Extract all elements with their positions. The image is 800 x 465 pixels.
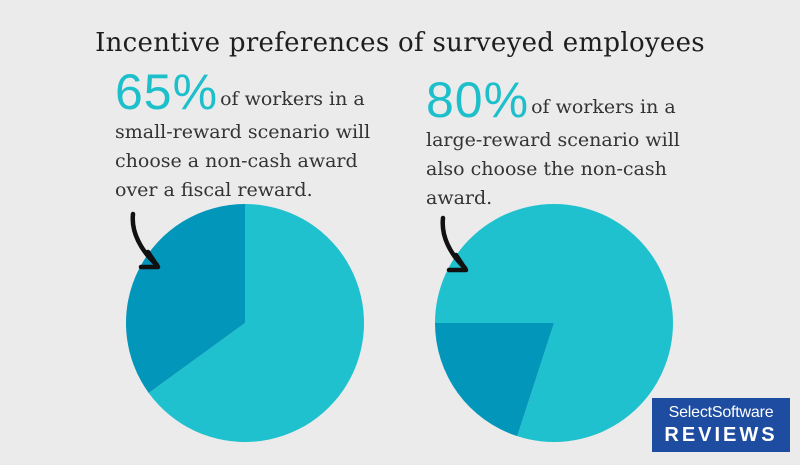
left-stat-line-3: choose a non-cash award [115, 150, 358, 172]
pie-chart-right [435, 203, 673, 442]
left-stat-line-1: of workers in a [220, 88, 365, 110]
left-stat-line-4: over a fiscal reward. [115, 179, 313, 201]
right-stat-line-1: of workers in a [531, 96, 676, 118]
right-stat-line-2: large-reward scenario will [426, 129, 680, 151]
arrowhead-left-icon [138, 249, 161, 270]
pie-chart-left [126, 204, 365, 443]
logo-line-2: REVIEWS [664, 424, 778, 446]
arrowhead-right-icon [446, 252, 469, 273]
left-stat-percent: 65% [115, 64, 219, 120]
page-title: Incentive preferences of surveyed employ… [95, 28, 705, 58]
right-stat-line-3: also choose the non-cash [426, 158, 667, 180]
right-stat-line-4: award. [426, 187, 493, 209]
left-stat: 65% of workers in a small-reward scenari… [115, 66, 415, 205]
pie-slice-0-0 [148, 204, 365, 443]
right-stat-percent: 80% [426, 72, 530, 128]
brand-logo: SelectSoftware REVIEWS [652, 398, 790, 452]
pie-slice-1-1 [435, 323, 554, 437]
left-stat-line-2: small-reward scenario will [115, 121, 371, 143]
logo-line-1: SelectSoftware [668, 404, 774, 421]
right-stat: 80% of workers in a large-reward scenari… [426, 74, 726, 213]
pie-slice-0-1 [126, 204, 245, 393]
